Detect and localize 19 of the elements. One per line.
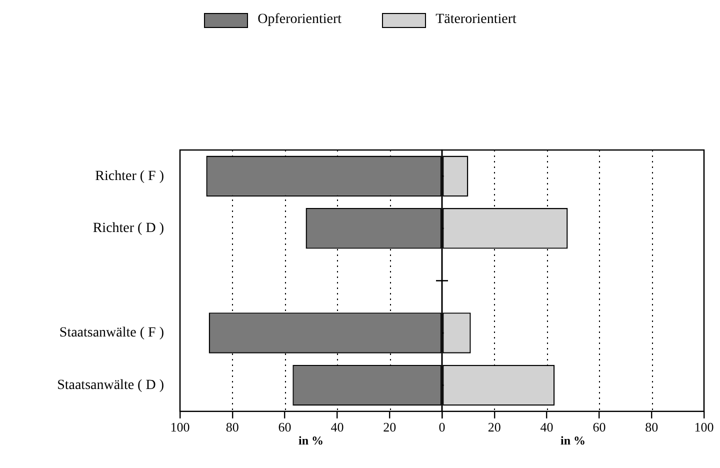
x-axis-title: in % — [298, 433, 324, 448]
x-tick-label: 40 — [540, 420, 554, 435]
y-tick-label: Staatsanwälte ( D ) — [57, 378, 164, 393]
x-tick-label: 100 — [170, 420, 190, 435]
x-tick-label: 40 — [330, 420, 344, 435]
x-tick-label: 80 — [226, 420, 239, 435]
legend-label: Opferorientiert — [258, 12, 342, 28]
x-tick-label: 20 — [383, 420, 396, 435]
x-tick-label: 80 — [645, 420, 658, 435]
x-tick-label: 60 — [278, 420, 292, 435]
x-tick-label: 0 — [438, 420, 446, 435]
x-axis-title: in % — [560, 433, 586, 448]
y-tick-label: Richter ( D ) — [92, 221, 164, 236]
x-tick-label: 60 — [592, 420, 606, 435]
y-tick-label: Staatsanwälte ( F ) — [59, 326, 164, 341]
x-tick-label: 20 — [488, 420, 501, 435]
x-tick-label: 100 — [694, 420, 714, 435]
legend-label: Täterorientiert — [436, 12, 516, 28]
y-tick-label: Richter ( F ) — [95, 168, 164, 184]
